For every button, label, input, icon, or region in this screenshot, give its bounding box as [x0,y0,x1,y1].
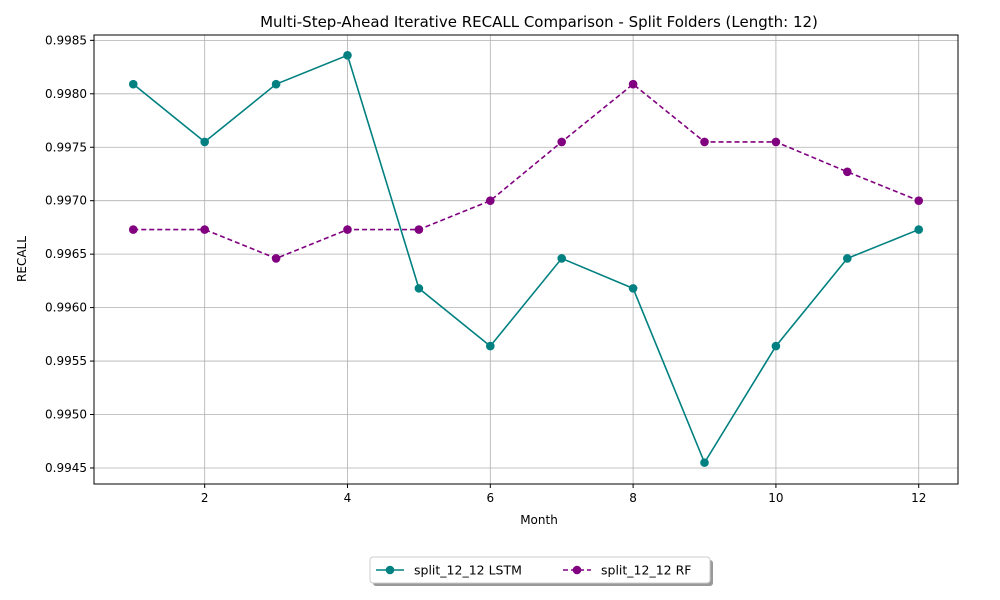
x-axis: 2 4 6 8 10 12 [201,484,926,505]
legend: split_12_12 LSTM split_12_12 RF [369,556,713,586]
series-line [133,83,920,260]
legend-swatch-marker [385,565,395,575]
data-point [628,79,638,89]
y-axis-label: RECALL [15,236,29,282]
data-point [200,225,209,234]
x-tick-label: 4 [344,491,352,505]
legend-label: split_12_12 RF [601,563,691,578]
data-point [485,196,495,206]
y-tick-label: 0.9980 [45,87,87,101]
series-1 [128,79,924,263]
data-point [557,137,567,147]
data-point [700,137,709,147]
data-point [128,225,138,234]
y-tick-label: 0.9975 [45,140,87,154]
y-tick-label: 0.9955 [45,354,87,368]
series-line [132,54,920,465]
data-point [414,284,424,293]
y-tick-label: 0.9960 [45,301,87,315]
x-tick-label: 12 [911,491,926,505]
plot-frame [93,34,959,485]
chart-title: Multi-Step-Ahead Iterative RECALL Compar… [260,13,818,31]
series-layer [128,51,924,467]
data-point [200,137,209,147]
data-point [557,254,567,263]
legend-box [369,556,711,584]
data-point [271,254,281,263]
data-point [343,225,352,234]
series-0 [128,51,924,467]
y-tick-label: 0.9950 [45,408,87,422]
data-point [485,341,495,351]
x-tick-label: 2 [201,491,209,505]
y-tick-label: 0.9965 [45,247,87,261]
y-tick-label: 0.9945 [45,461,87,475]
data-point [843,254,852,263]
data-point [771,341,781,351]
x-tick-label: 6 [486,491,494,505]
data-point [414,225,424,234]
data-point [343,51,352,60]
data-point [128,79,138,89]
y-tick-label: 0.9970 [45,194,87,208]
grid-lines [94,35,958,484]
legend-label: split_12_12 LSTM [414,563,522,578]
data-point [914,196,924,206]
data-point [843,167,852,177]
x-axis-label: Month [520,513,558,527]
legend-swatch-marker [572,565,582,575]
y-axis: 0.9945 0.9950 0.9955 0.9960 0.9965 0.9970 0.99… [45,33,94,475]
data-point [914,225,924,234]
y-tick-label: 0.9985 [45,33,87,47]
data-point [771,137,781,147]
data-point [271,79,281,89]
data-point [700,458,709,467]
x-tick-label: 10 [768,491,783,505]
x-tick-label: 8 [629,491,637,505]
data-point [628,284,638,293]
